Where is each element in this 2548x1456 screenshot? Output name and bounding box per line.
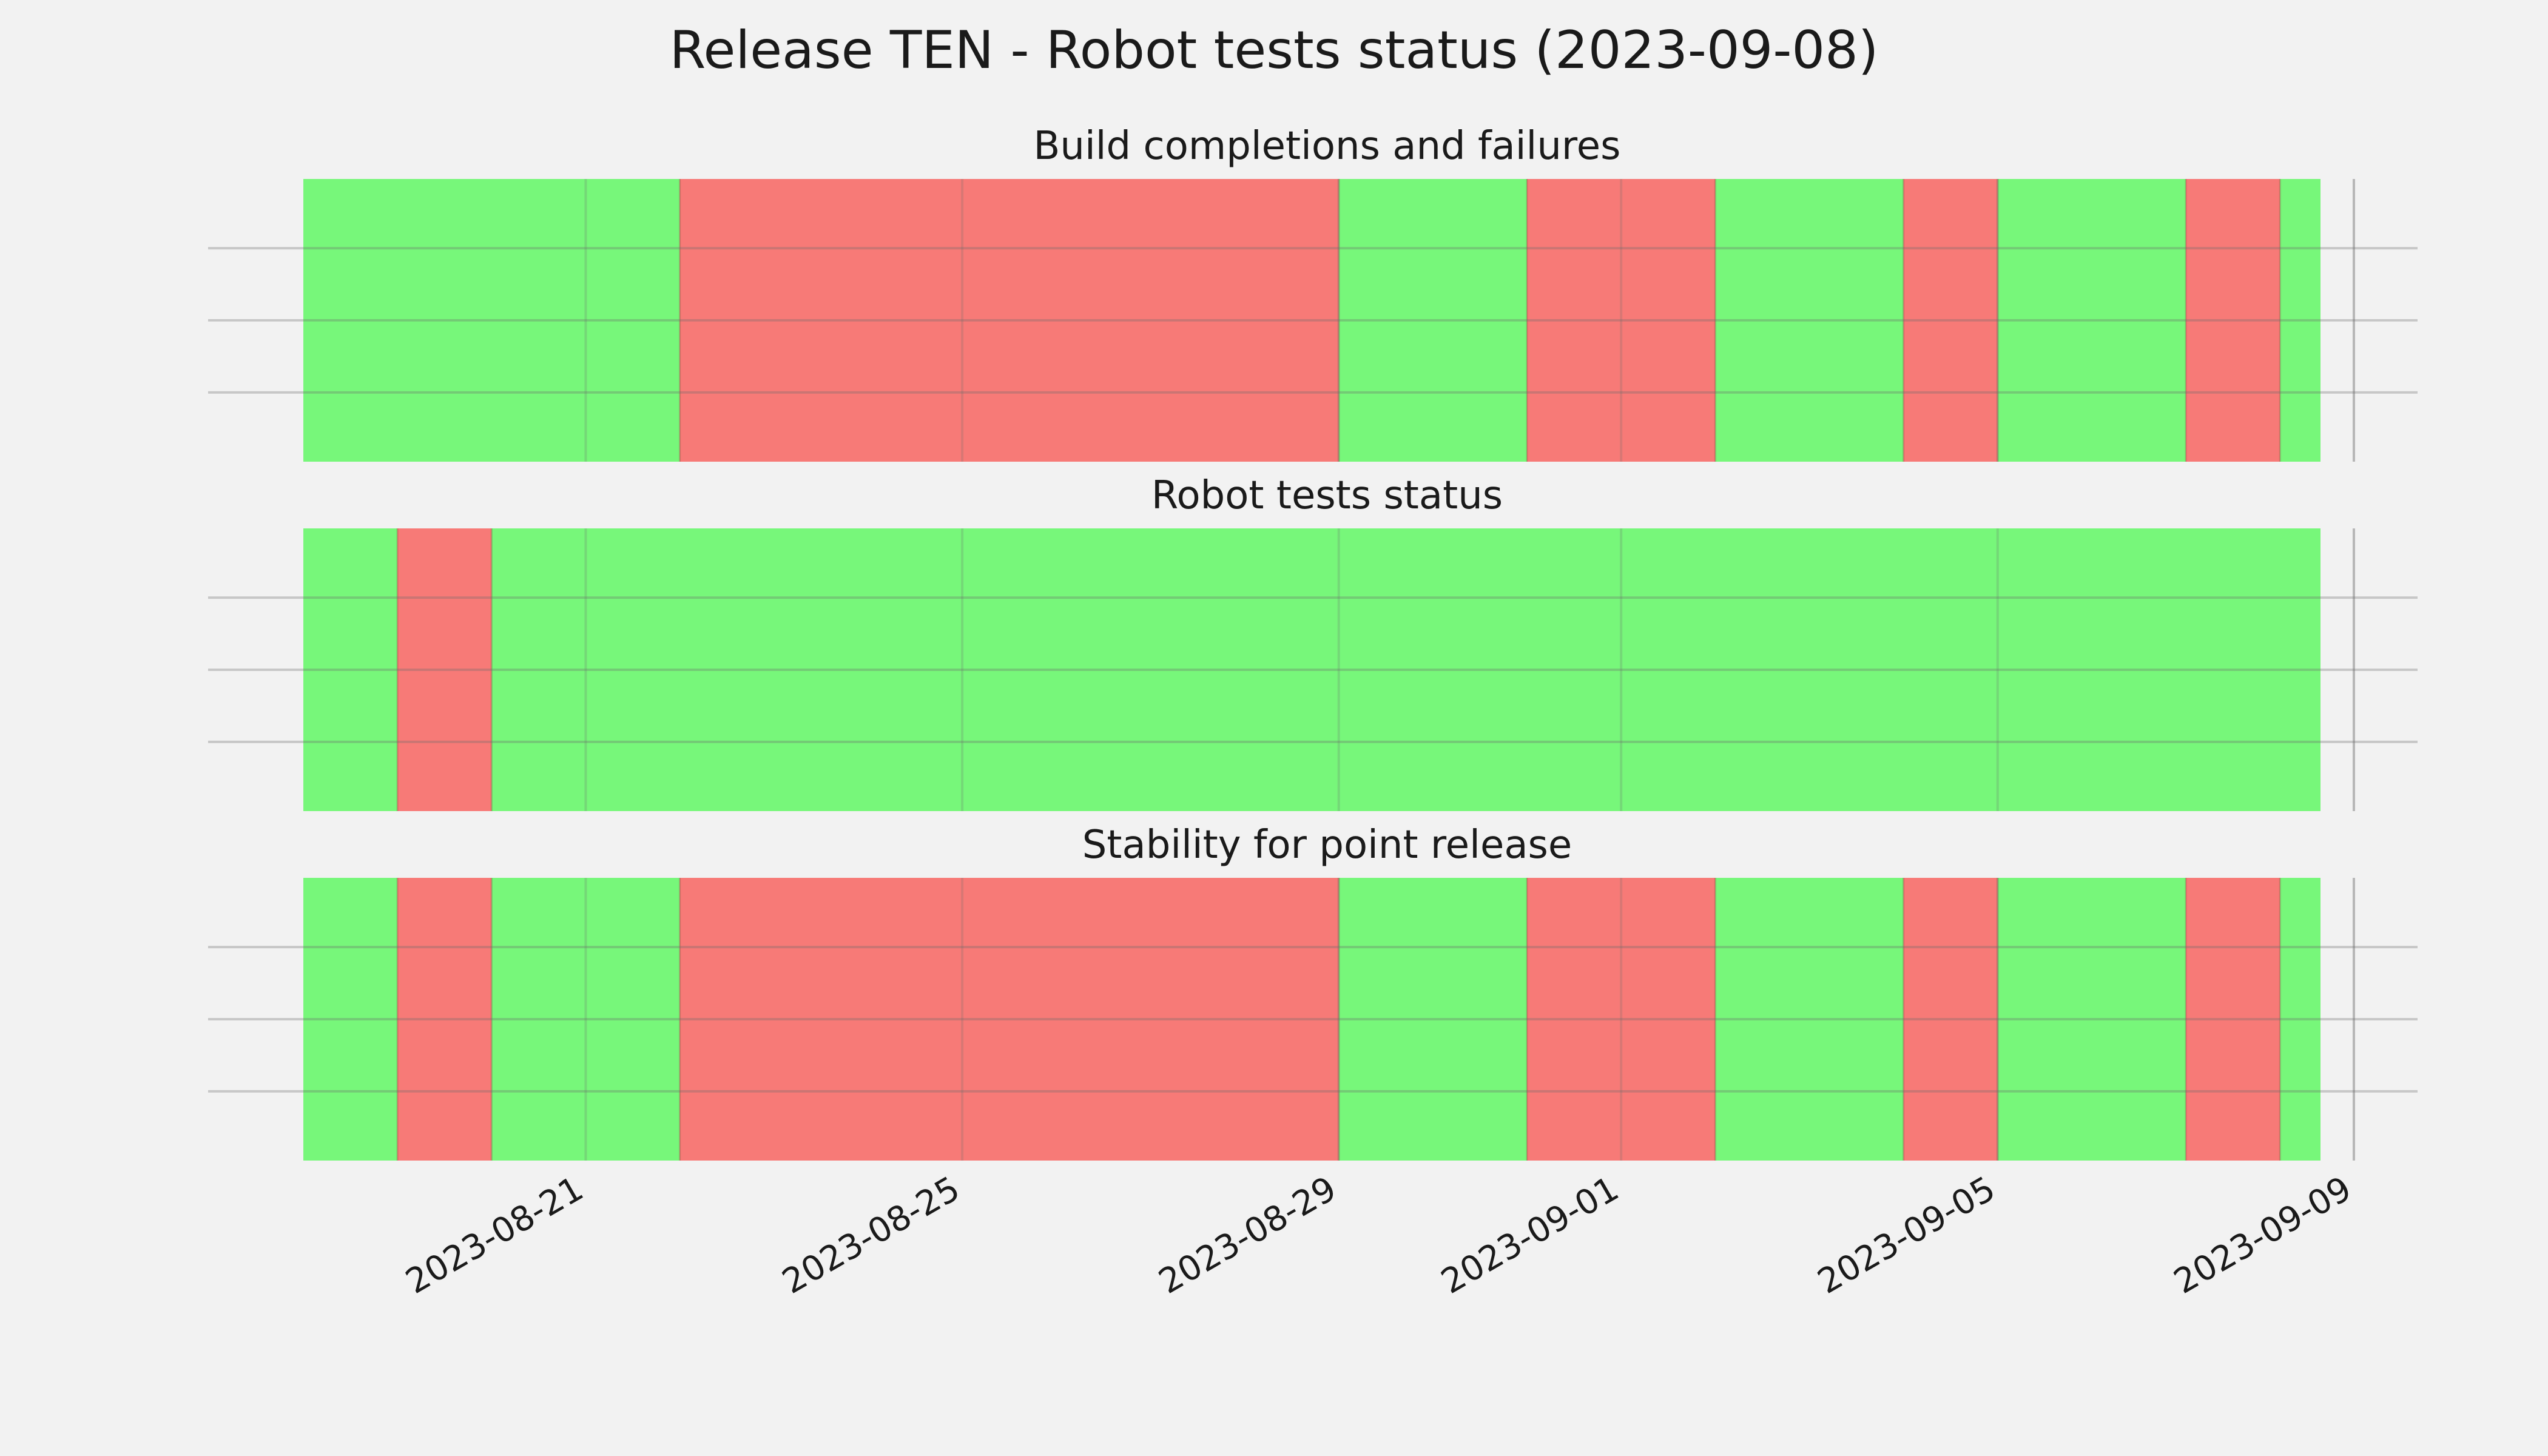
panel: Build completions and failures xyxy=(208,124,2418,462)
x-tick-label: 2023-09-01 xyxy=(1435,1169,1625,1302)
pass-segment xyxy=(1338,179,1528,462)
pass-segment xyxy=(2280,179,2320,462)
pass-segment xyxy=(303,528,398,811)
panel: Stability for point release xyxy=(208,823,2418,1161)
pass-segment xyxy=(2280,878,2320,1161)
pass-segment xyxy=(1997,179,2186,462)
chart-title: Release TEN - Robot tests status (2023-0… xyxy=(670,20,1879,81)
x-tick-label: 2023-08-29 xyxy=(1152,1169,1343,1302)
panel-title: Stability for point release xyxy=(1082,823,1572,868)
pass-segment xyxy=(303,179,680,462)
panel-title: Robot tests status xyxy=(1151,473,1503,518)
pass-segment xyxy=(491,528,2321,811)
x-axis-ticks: 2023-08-21 2023-08-25 2023-08-29 2023-09-01… xyxy=(399,1169,2358,1302)
x-tick-label: 2023-08-21 xyxy=(399,1169,590,1302)
fail-segment xyxy=(1527,179,1716,462)
fail-segment xyxy=(2186,878,2280,1161)
fail-segment xyxy=(397,528,492,811)
panel-title: Build completions and failures xyxy=(1034,124,1621,169)
pass-segment xyxy=(1715,179,1904,462)
fail-segment xyxy=(397,878,492,1161)
panels: Build completions and failures Robot test… xyxy=(208,124,2418,1161)
fail-segment xyxy=(679,878,1339,1161)
fail-segment xyxy=(1903,878,1998,1161)
x-tick-label: 2023-08-25 xyxy=(776,1169,966,1302)
x-tick-label: 2023-09-05 xyxy=(1811,1169,2001,1302)
panel: Robot tests status xyxy=(208,473,2418,811)
fail-segment xyxy=(1527,878,1716,1161)
fail-segment xyxy=(2186,179,2280,462)
pass-segment xyxy=(1715,878,1904,1161)
fail-segment xyxy=(679,179,1339,462)
pass-segment xyxy=(303,878,398,1161)
x-tick-label: 2023-09-09 xyxy=(2168,1169,2358,1302)
pass-segment xyxy=(491,878,680,1161)
fail-segment xyxy=(1903,179,1998,462)
pass-segment xyxy=(1997,878,2186,1161)
pass-segment xyxy=(1338,878,1528,1161)
